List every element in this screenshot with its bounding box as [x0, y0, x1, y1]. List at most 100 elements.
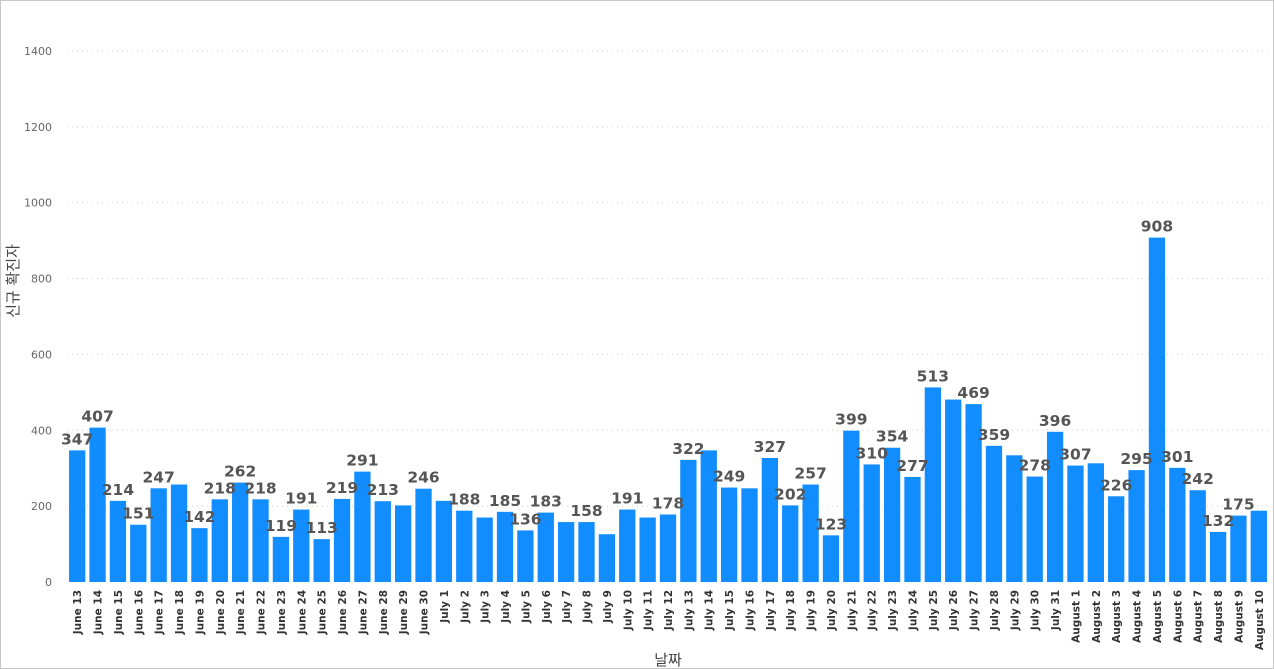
x-tick-label: July 4: [500, 590, 512, 624]
x-tick-label: August 2: [1091, 590, 1103, 643]
bar[interactable]: [211, 499, 228, 582]
bar[interactable]: [1148, 237, 1166, 582]
bar[interactable]: [761, 457, 779, 582]
bar[interactable]: [680, 459, 697, 582]
bar[interactable]: [1067, 465, 1084, 582]
bar[interactable]: [598, 534, 616, 582]
x-tick-label: July 6: [541, 590, 553, 624]
x-tick-label: July 14: [704, 590, 716, 631]
bar[interactable]: [1169, 467, 1186, 582]
bar[interactable]: [904, 476, 921, 582]
bar[interactable]: [802, 484, 819, 582]
bar[interactable]: [272, 536, 290, 582]
x-tick-label: June 25: [317, 590, 329, 635]
bar[interactable]: [109, 500, 127, 582]
data-label: 469: [957, 384, 989, 402]
bar[interactable]: [476, 517, 493, 582]
data-label: 307: [1059, 446, 1091, 464]
bar[interactable]: [1087, 463, 1104, 582]
bar[interactable]: [985, 445, 1003, 582]
bar[interactable]: [945, 399, 962, 582]
bar[interactable]: [89, 427, 106, 582]
bar[interactable]: [252, 499, 269, 582]
y-axis-ticks: 0 200 400 600 800 1000 1200 1400: [24, 45, 52, 589]
data-label: 183: [530, 493, 562, 511]
x-tick-label: June 14: [93, 590, 105, 635]
bar[interactable]: [720, 487, 738, 582]
x-tick-label: July 12: [663, 590, 675, 631]
bar[interactable]: [191, 528, 208, 582]
bar[interactable]: [374, 501, 391, 582]
y-tick-label: 1000: [24, 197, 52, 210]
y-tick-label: 800: [31, 273, 52, 286]
data-label: 396: [1039, 412, 1071, 430]
data-label: 257: [794, 465, 826, 483]
bar[interactable]: [415, 488, 432, 582]
data-label: 178: [652, 494, 684, 512]
bar[interactable]: [130, 524, 147, 582]
x-tick-label: July 8: [582, 590, 594, 624]
bar[interactable]: [1108, 496, 1125, 582]
data-label: 354: [876, 428, 909, 446]
bar[interactable]: [700, 450, 717, 582]
bar[interactable]: [883, 447, 901, 582]
bar[interactable]: [170, 484, 188, 582]
x-tick-label: August 3: [1111, 590, 1123, 643]
bar[interactable]: [843, 430, 860, 582]
data-label: 247: [142, 468, 174, 486]
bar[interactable]: [578, 522, 595, 582]
x-tick-label: July 19: [806, 590, 818, 631]
bar[interactable]: [150, 488, 167, 582]
bar[interactable]: [1250, 510, 1267, 582]
bar[interactable]: [1128, 470, 1145, 582]
bar[interactable]: [435, 500, 453, 582]
bar[interactable]: [517, 530, 534, 582]
bar[interactable]: [354, 471, 371, 582]
bar[interactable]: [863, 464, 880, 582]
x-tick-label: July 30: [1030, 590, 1042, 631]
bar[interactable]: [69, 450, 86, 582]
x-tick-label: July 26: [948, 590, 960, 631]
bar[interactable]: [1006, 455, 1023, 582]
x-tick-label: July 9: [602, 590, 614, 624]
bar[interactable]: [456, 510, 473, 582]
bar[interactable]: [1189, 490, 1206, 582]
bar[interactable]: [782, 505, 799, 582]
x-tick-label: July 25: [928, 590, 940, 631]
bar[interactable]: [639, 517, 656, 582]
data-label: 219: [326, 479, 358, 497]
bar[interactable]: [293, 509, 310, 582]
data-label: 191: [285, 490, 317, 508]
y-tick-label: 400: [31, 424, 52, 437]
x-tick-label: June 21: [235, 590, 247, 635]
bar[interactable]: [924, 387, 941, 582]
bar[interactable]: [395, 505, 412, 582]
x-tick-label: July 16: [744, 590, 756, 631]
x-tick-label: July 15: [724, 590, 736, 631]
x-tick-label: July 1: [439, 590, 451, 624]
bar[interactable]: [537, 512, 554, 582]
data-label: 213: [367, 481, 399, 499]
data-label: 158: [570, 502, 602, 520]
x-tick-label: July 21: [846, 590, 858, 631]
bar[interactable]: [313, 539, 330, 582]
bar[interactable]: [741, 488, 758, 582]
bar[interactable]: [333, 498, 351, 582]
x-tick-label: July 23: [887, 590, 899, 631]
bar[interactable]: [965, 404, 982, 582]
bar[interactable]: [1026, 476, 1043, 582]
bar[interactable]: [557, 522, 575, 582]
bar[interactable]: [619, 509, 636, 582]
bar[interactable]: [496, 511, 514, 582]
x-tick-label: August 8: [1213, 590, 1225, 643]
data-label: 218: [204, 479, 236, 497]
data-label: 359: [978, 426, 1010, 444]
bar[interactable]: [1230, 515, 1247, 582]
bar[interactable]: [1046, 431, 1064, 582]
bar[interactable]: [1209, 531, 1227, 582]
bar[interactable]: [822, 535, 840, 582]
data-label: 151: [122, 505, 154, 523]
bar[interactable]: [659, 514, 677, 582]
bar[interactable]: [232, 482, 249, 582]
